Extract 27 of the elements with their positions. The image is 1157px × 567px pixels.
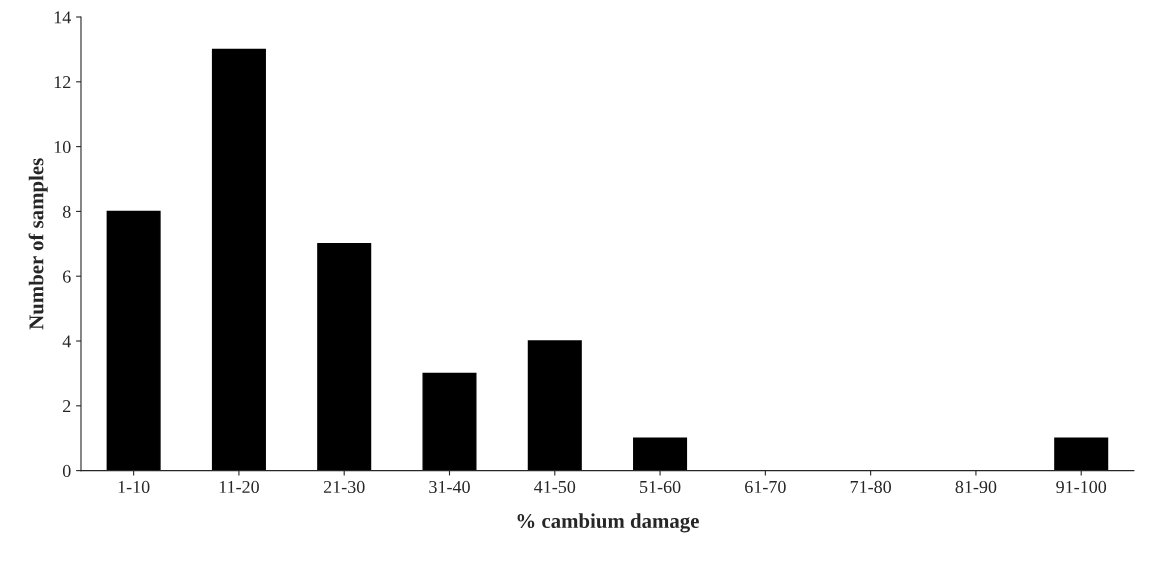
x-tick-label: 11-20: [219, 480, 259, 494]
x-tick-label: 51-60: [640, 480, 681, 494]
x-tick-label: 31-40: [429, 480, 470, 494]
x-tick-label: 21-30: [323, 480, 365, 494]
y-tick-label: 14: [54, 11, 71, 24]
y-axis-title: Number of samples: [28, 158, 48, 330]
x-tick-label: 1-10: [118, 480, 150, 494]
bar: [527, 340, 582, 471]
bar: [317, 243, 372, 471]
x-tick-label: 71-80: [850, 480, 892, 494]
bar: [106, 210, 161, 471]
y-tick-label: 12: [54, 76, 71, 89]
bar: [211, 48, 266, 471]
bar: [422, 372, 477, 471]
y-tick-label: 4: [62, 335, 71, 348]
y-tick-label: 0: [62, 464, 71, 478]
y-tick-label: 6: [63, 270, 71, 283]
bar: [1054, 437, 1109, 471]
x-tick-label: 91-100: [1056, 480, 1107, 494]
y-tick-label: 8: [62, 205, 71, 218]
x-axis-title: % cambium damage: [517, 513, 699, 533]
x-tick-label: 61-70: [745, 480, 786, 494]
bar: [633, 437, 688, 471]
y-tick-label: 2: [63, 400, 71, 413]
x-tick-label: 81-90: [955, 480, 997, 494]
y-tick-label: 10: [54, 140, 71, 154]
x-tick-label: 41-50: [534, 480, 576, 494]
